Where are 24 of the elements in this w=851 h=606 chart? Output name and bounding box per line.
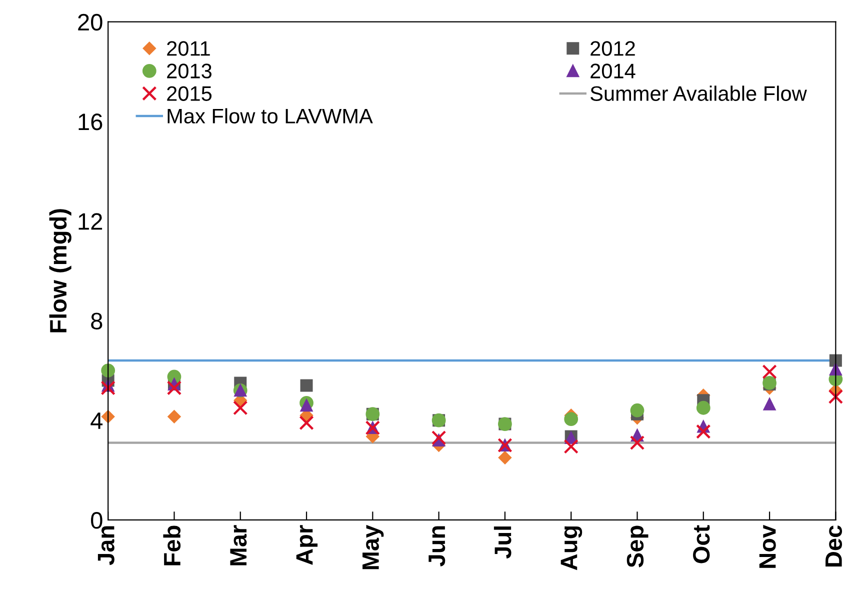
y-tick-label: 16 [78, 114, 102, 130]
legend-label: 2011 [167, 41, 210, 56]
legend-label: 2013 [167, 64, 212, 78]
y-tick-label: 20 [78, 14, 102, 31]
y-axis-title: Flow (mgd) [49, 209, 72, 332]
legend-label: Summer Available Flow [590, 86, 807, 101]
x-tick-label: Dec [826, 526, 842, 567]
legend-label: 2012 [590, 41, 635, 56]
y-tick-label: 8 [91, 312, 102, 330]
x-tick-label: Jun [428, 526, 446, 566]
x-tick-label: Oct [693, 525, 710, 564]
x-tick-label: Apr [296, 525, 318, 565]
legend-label: 2014 [590, 64, 636, 78]
x-tick-label: Aug [560, 526, 582, 570]
x-tick-label: Mar [230, 525, 247, 566]
legend-label: Max Flow to LAVWMA [168, 108, 373, 124]
x-tick-label: Sep [626, 526, 648, 568]
x-tick-label: Feb [163, 526, 181, 566]
x-tick-label: Jul [494, 526, 512, 559]
y-tick-label: 12 [78, 213, 102, 230]
y-tick-label: 4 [90, 412, 103, 429]
x-tick-label: May [362, 524, 384, 570]
legend-label: 2015 [167, 86, 212, 101]
x-tick-label: Nov [759, 524, 776, 568]
